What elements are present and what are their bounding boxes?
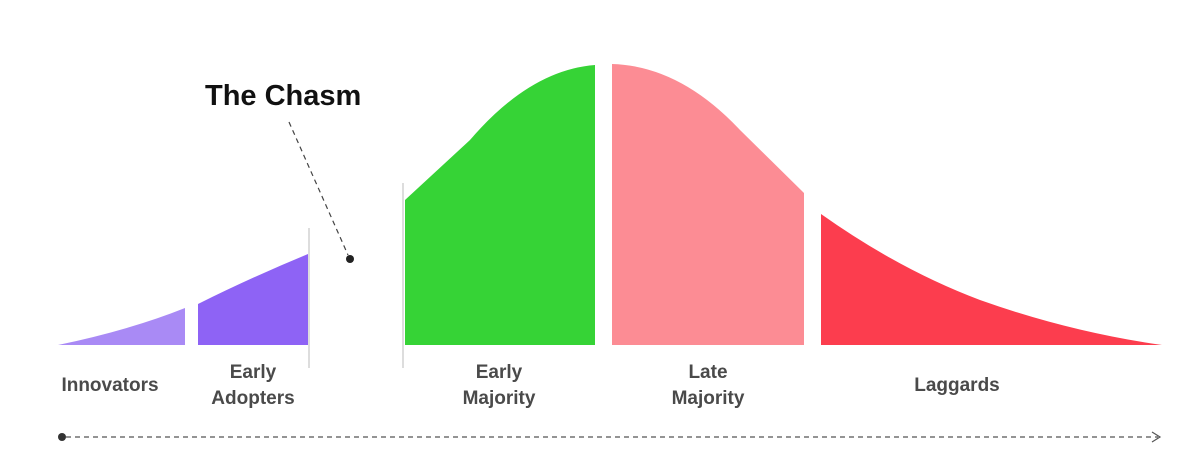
segment-label: Early Adopters <box>211 362 295 409</box>
title: The Chasm <box>205 80 362 112</box>
segment-label: Innovators <box>61 375 159 396</box>
segment-label: Late Majority <box>671 362 745 409</box>
early-adopters-shape <box>198 254 308 345</box>
late-majority-shape <box>612 64 804 345</box>
segment-label: Early Majority <box>462 362 536 409</box>
axis-dot <box>58 433 66 441</box>
early-majority-shape <box>405 65 595 345</box>
axis-arrow <box>1151 431 1162 443</box>
chasm-pointer <box>288 121 349 256</box>
laggards-shape <box>821 214 1162 345</box>
innovators-shape <box>58 308 185 345</box>
segment-label: Laggards <box>914 375 1000 396</box>
chasm-dot <box>346 255 354 263</box>
